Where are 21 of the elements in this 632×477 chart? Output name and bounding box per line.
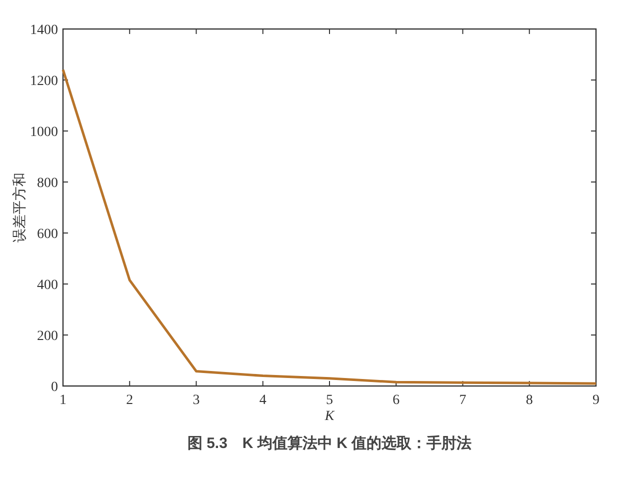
x-tick-label: 8 (526, 393, 533, 408)
y-tick-label: 1400 (30, 23, 58, 38)
x-tick-label: 2 (126, 393, 134, 408)
y-axis-title: 误差平方和 (12, 172, 28, 242)
x-tick-label: 4 (259, 393, 266, 408)
x-tick-label: 7 (459, 393, 466, 408)
y-tick-label: 800 (37, 176, 58, 191)
y-tick-label: 400 (37, 278, 58, 293)
y-tick-label: 1200 (30, 74, 58, 89)
line-series (62, 68, 598, 385)
x-tick-label: 3 (192, 393, 200, 408)
y-tick-label: 0 (51, 380, 58, 395)
x-tick-label: 5 (326, 393, 333, 408)
x-axis-title: K (324, 409, 335, 424)
text: 图 5.3 K 均值算法中 K 值的选取：手肘法 (187, 435, 472, 452)
y-tick-label: 1000 (30, 125, 58, 140)
x-tick-label: 6 (392, 393, 400, 408)
x-tick-label: 9 (592, 393, 600, 408)
y-tick-label: 200 (37, 329, 58, 344)
x-tick-label: 1 (60, 393, 66, 408)
y-tick-label: 600 (37, 227, 58, 242)
